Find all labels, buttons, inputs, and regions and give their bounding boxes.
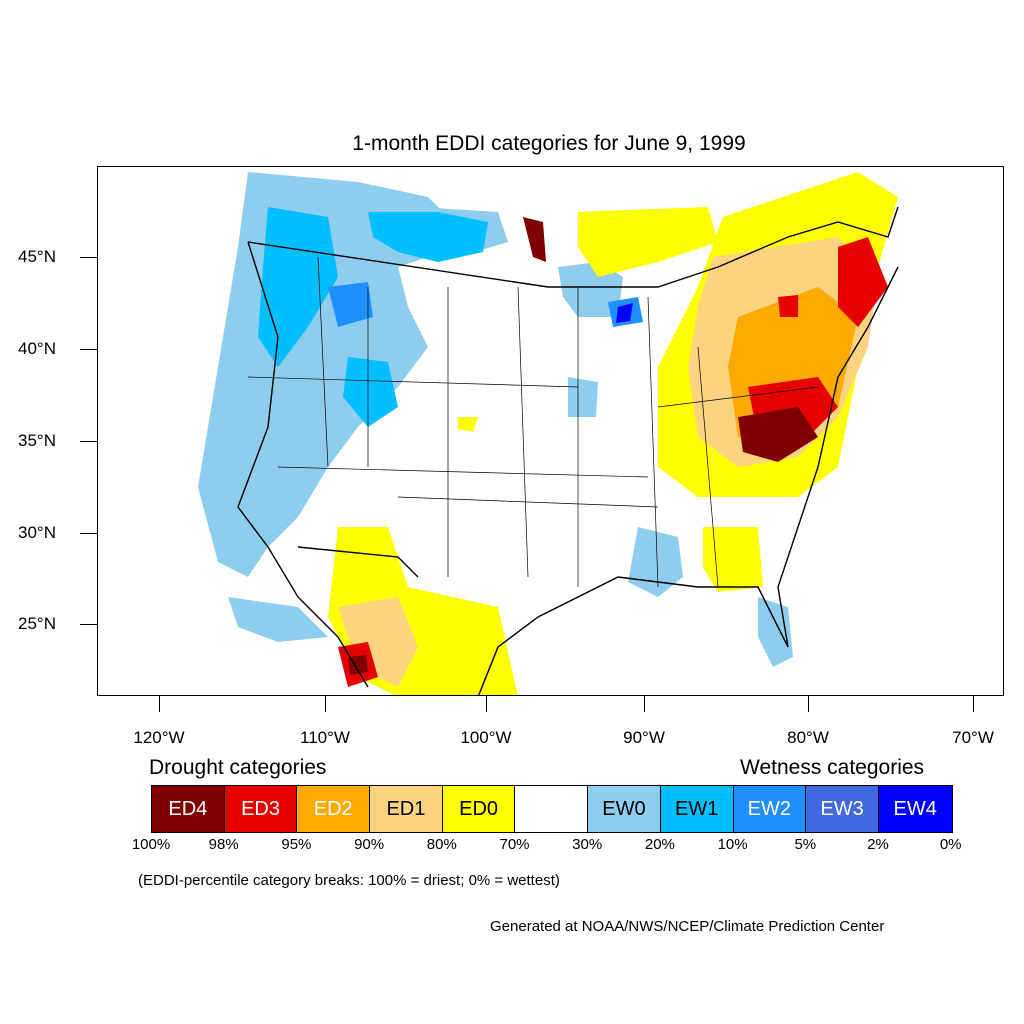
lon-tick-label: 90°W (623, 728, 665, 747)
legend-box-ed2: ED2 (297, 786, 371, 832)
legend-break-label: 90% (354, 836, 385, 853)
map-panel (97, 166, 1004, 696)
lat-tick-mark (80, 624, 97, 625)
legend-break-label: 95% (281, 836, 312, 853)
lat-tick-mark (80, 533, 97, 534)
legend-box-ew2: EW2 (733, 786, 807, 832)
lon-tick-mark (808, 696, 809, 712)
lat-tick-label: 35°N (18, 431, 56, 450)
category-note: (EDDI-percentile category breaks: 100% =… (138, 872, 560, 889)
legend-box-ed0: ED0 (442, 786, 516, 832)
wetness-heading: Wetness categories (740, 756, 925, 779)
legend-box-ew4: EW4 (878, 786, 952, 832)
lon-tick-mark (486, 696, 487, 712)
drought-ed4 (348, 217, 818, 675)
legend-colorbar: ED4 ED3 ED2 ED1 ED0 EW0 EW1 EW2 EW3 EW4 (151, 785, 953, 833)
lat-tick-label: 40°N (18, 339, 56, 358)
lat-tick-label: 30°N (18, 523, 56, 542)
legend-box-ed4: ED4 (152, 786, 225, 832)
legend-break-label: 80% (426, 836, 457, 853)
legend-break-label: 2% (867, 836, 889, 853)
lon-tick-label: 70°W (952, 728, 994, 747)
legend-box-ew3: EW3 (806, 786, 879, 832)
legend-break-label: 98% (208, 836, 239, 853)
lat-tick-label: 45°N (18, 247, 56, 266)
legend-box-ed1: ED1 (370, 786, 443, 832)
lat-tick-label: 25°N (18, 614, 56, 633)
legend-break-label: 100% (131, 836, 171, 853)
map-title: 1-month EDDI categories for June 9, 1999 (352, 132, 746, 155)
lat-tick-mark (80, 257, 97, 258)
lon-tick-label: 120°W (133, 728, 185, 747)
lon-tick-mark (644, 696, 645, 712)
legend-box-ed3: ED3 (224, 786, 298, 832)
legend-break-label: 20% (644, 836, 675, 853)
eddi-map (198, 172, 899, 695)
boundary-lines (237, 206, 899, 695)
legend-box-ew1: EW1 (660, 786, 734, 832)
lon-tick-label: 100°W (460, 728, 512, 747)
legend-break-label: 5% (794, 836, 817, 853)
legend-break-label: 10% (717, 836, 748, 853)
lon-tick-label: 80°W (787, 728, 829, 747)
legend-break-label: 0% (939, 836, 962, 853)
lon-tick-mark (973, 696, 974, 712)
lon-tick-mark (325, 696, 326, 712)
lat-tick-mark (80, 441, 97, 442)
legend-box-normal (515, 786, 589, 832)
legend-break-label: 70% (499, 836, 530, 853)
lon-tick-label: 110°W (300, 728, 350, 747)
legend-box-ew0: EW0 (588, 786, 661, 832)
state-lines (247, 256, 819, 588)
drought-heading: Drought categories (149, 756, 327, 779)
credit-line: Generated at NOAA/NWS/NCEP/Climate Predi… (490, 918, 885, 935)
legend-break-label: 30% (572, 836, 603, 853)
lon-tick-mark (159, 696, 160, 712)
lat-tick-mark (80, 349, 97, 350)
